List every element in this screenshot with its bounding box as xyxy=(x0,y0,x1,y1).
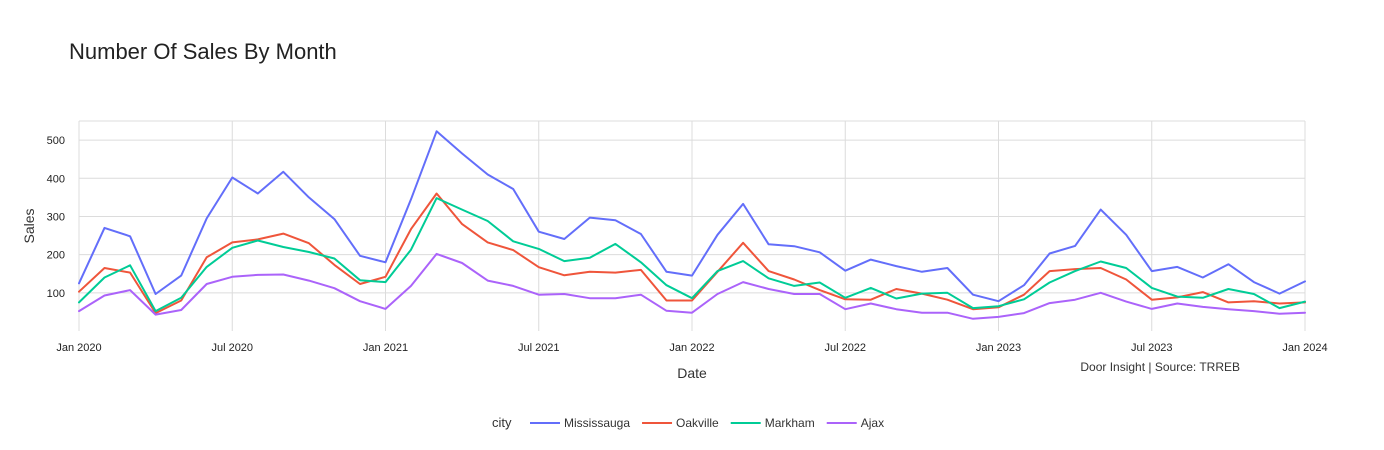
series-line-markham xyxy=(78,197,1306,313)
legend-title: city xyxy=(492,415,512,430)
series-layer xyxy=(78,130,1306,320)
source-annotation: Door Insight | Source: TRREB xyxy=(1080,360,1240,374)
y-axis-title: Sales xyxy=(21,208,37,243)
legend-item-ajax[interactable]: Ajax xyxy=(826,416,884,430)
x-tick-label: Jan 2022 xyxy=(669,342,714,354)
x-tick-label: Jan 2020 xyxy=(56,342,101,354)
chart-title: Number Of Sales By Month xyxy=(69,39,337,64)
legend-item-markham[interactable]: Markham xyxy=(730,416,815,430)
y-tick-label: 500 xyxy=(47,135,65,147)
legend-items: Mississauga Oakville Markham Ajax xyxy=(530,416,884,430)
x-tick-label: Jan 2023 xyxy=(976,342,1021,354)
y-tick-label: 400 xyxy=(47,173,65,185)
legend-item-oakville[interactable]: Oakville xyxy=(642,416,719,430)
x-tick-label: Jul 2023 xyxy=(1131,342,1173,354)
x-tick-label: Jul 2020 xyxy=(211,342,253,354)
series-line-mississauga xyxy=(78,130,1306,303)
legend: city Mississauga Oakville Markham Ajax xyxy=(492,415,884,430)
grid-layer xyxy=(78,120,1306,331)
y-tick-label: 200 xyxy=(47,250,65,262)
legend-label: Ajax xyxy=(861,416,884,430)
legend-label: Markham xyxy=(765,416,815,430)
legend-label: Mississauga xyxy=(564,416,630,430)
series-line-ajax xyxy=(78,252,1306,320)
y-tick-label: 300 xyxy=(47,211,65,223)
y-tick-label: 100 xyxy=(47,288,65,300)
x-tick-labels: Jan 2020 Jul 2020 Jan 2021 Jul 2021 Jan 2022… xyxy=(56,342,1327,354)
y-tick-labels: 100 200 300 400 500 xyxy=(47,135,65,300)
series-line-oakville xyxy=(78,192,1306,315)
x-tick-label: Jan 2024 xyxy=(1282,342,1327,354)
x-tick-label: Jul 2021 xyxy=(518,342,560,354)
x-axis-title: Date xyxy=(677,365,707,381)
legend-label: Oakville xyxy=(676,416,719,430)
legend-item-mississauga[interactable]: Mississauga xyxy=(530,416,630,430)
x-tick-label: Jan 2021 xyxy=(363,342,408,354)
x-tick-label: Jul 2022 xyxy=(824,342,866,354)
